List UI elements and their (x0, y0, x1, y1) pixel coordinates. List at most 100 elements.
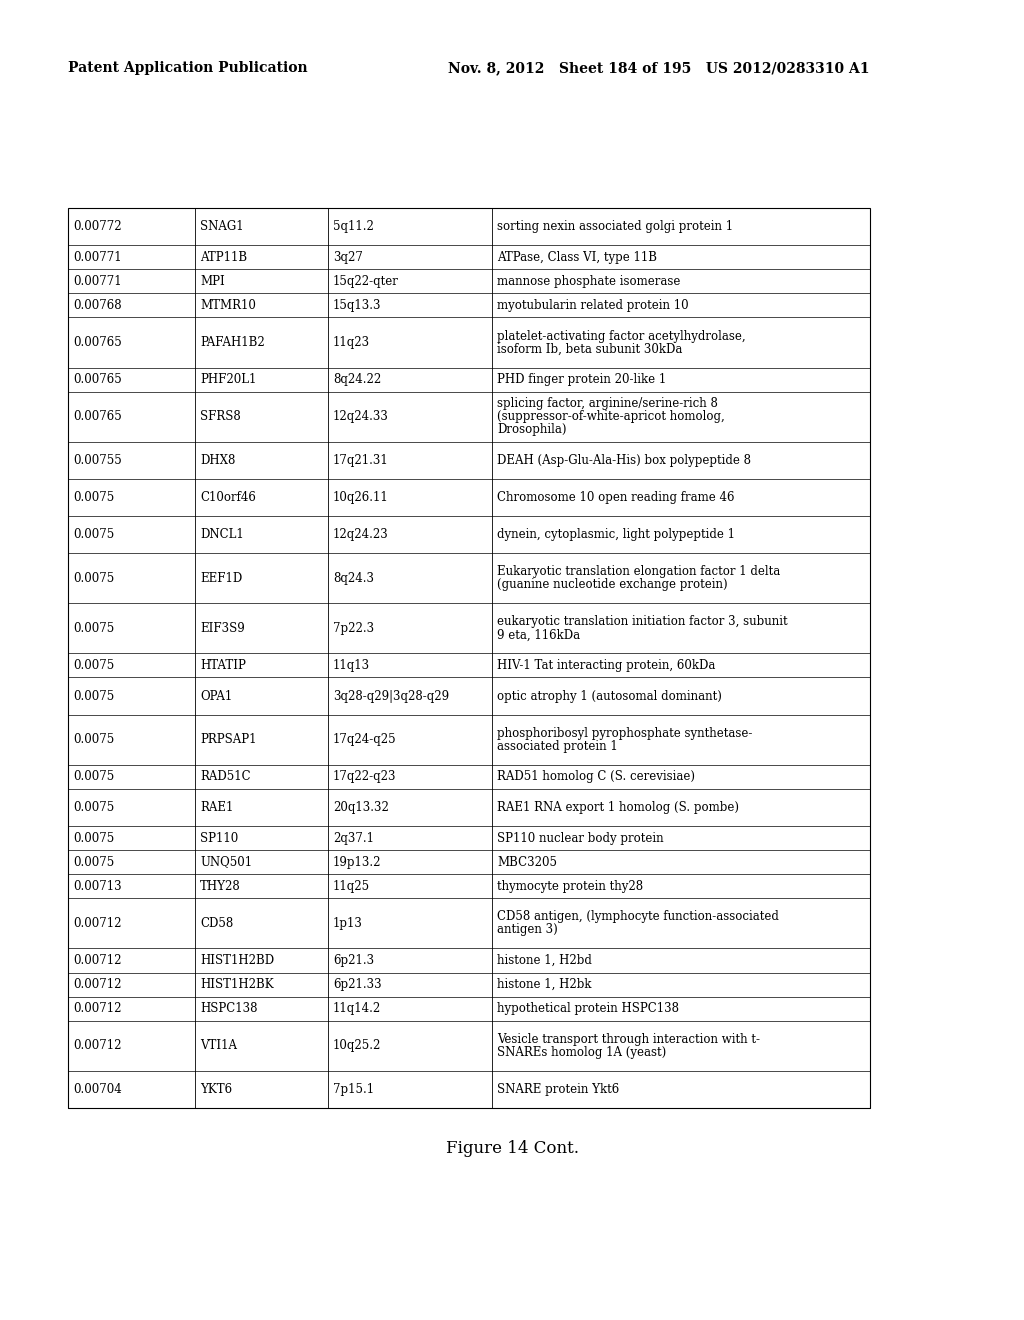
Text: histone 1, H2bd: histone 1, H2bd (497, 954, 592, 968)
Text: MBC3205: MBC3205 (497, 855, 557, 869)
Text: Chromosome 10 open reading frame 46: Chromosome 10 open reading frame 46 (497, 491, 734, 504)
Text: SP110: SP110 (200, 832, 239, 845)
Text: 0.0075: 0.0075 (73, 572, 115, 585)
Text: 0.0075: 0.0075 (73, 733, 115, 746)
Text: 11q23: 11q23 (333, 337, 370, 348)
Text: 11q13: 11q13 (333, 659, 370, 672)
Text: associated protein 1: associated protein 1 (497, 739, 617, 752)
Text: RAD51 homolog C (S. cerevisiae): RAD51 homolog C (S. cerevisiae) (497, 771, 695, 783)
Text: SNAREs homolog 1A (yeast): SNAREs homolog 1A (yeast) (497, 1045, 667, 1059)
Text: 11q14.2: 11q14.2 (333, 1002, 381, 1015)
Text: 0.0075: 0.0075 (73, 622, 115, 635)
Text: optic atrophy 1 (autosomal dominant): optic atrophy 1 (autosomal dominant) (497, 689, 722, 702)
Text: 0.00712: 0.00712 (73, 917, 122, 929)
Text: HIST1H2BK: HIST1H2BK (200, 978, 273, 991)
Text: 0.00713: 0.00713 (73, 879, 122, 892)
Text: OPA1: OPA1 (200, 689, 232, 702)
Text: RAE1 RNA export 1 homolog (S. pombe): RAE1 RNA export 1 homolog (S. pombe) (497, 801, 739, 814)
Text: Eukaryotic translation elongation factor 1 delta: Eukaryotic translation elongation factor… (497, 565, 780, 578)
Text: 0.00712: 0.00712 (73, 1039, 122, 1052)
Text: 7p22.3: 7p22.3 (333, 622, 374, 635)
Text: 9 eta, 116kDa: 9 eta, 116kDa (497, 628, 581, 642)
Text: Drosophila): Drosophila) (497, 424, 566, 436)
Text: 15q22-qter: 15q22-qter (333, 275, 399, 288)
Text: 0.00768: 0.00768 (73, 298, 122, 312)
Text: Nov. 8, 2012   Sheet 184 of 195   US 2012/0283310 A1: Nov. 8, 2012 Sheet 184 of 195 US 2012/02… (449, 61, 870, 75)
Text: 0.00765: 0.00765 (73, 411, 122, 424)
Text: UNQ501: UNQ501 (200, 855, 252, 869)
Text: SP110 nuclear body protein: SP110 nuclear body protein (497, 832, 664, 845)
Text: histone 1, H2bk: histone 1, H2bk (497, 978, 592, 991)
Text: 0.00704: 0.00704 (73, 1082, 122, 1096)
Text: 0.0075: 0.0075 (73, 832, 115, 845)
Text: MTMR10: MTMR10 (200, 298, 256, 312)
Text: 0.0075: 0.0075 (73, 528, 115, 541)
Text: 0.0075: 0.0075 (73, 771, 115, 783)
Text: (guanine nucleotide exchange protein): (guanine nucleotide exchange protein) (497, 578, 728, 591)
Text: DEAH (Asp-Glu-Ala-His) box polypeptide 8: DEAH (Asp-Glu-Ala-His) box polypeptide 8 (497, 454, 751, 467)
Text: (suppressor-of-white-apricot homolog,: (suppressor-of-white-apricot homolog, (497, 411, 725, 424)
Text: DNCL1: DNCL1 (200, 528, 244, 541)
Text: HSPC138: HSPC138 (200, 1002, 257, 1015)
Text: VTI1A: VTI1A (200, 1039, 237, 1052)
Text: splicing factor, arginine/serine-rich 8: splicing factor, arginine/serine-rich 8 (497, 397, 718, 411)
Text: sorting nexin associated golgi protein 1: sorting nexin associated golgi protein 1 (497, 220, 733, 234)
Text: antigen 3): antigen 3) (497, 924, 558, 936)
Text: Vesicle transport through interaction with t-: Vesicle transport through interaction wi… (497, 1032, 760, 1045)
Text: 10q26.11: 10q26.11 (333, 491, 389, 504)
Text: DHX8: DHX8 (200, 454, 236, 467)
Bar (68, 209, 870, 1107)
Text: PHD finger protein 20-like 1: PHD finger protein 20-like 1 (497, 374, 667, 387)
Text: ATPase, Class VI, type 11B: ATPase, Class VI, type 11B (497, 251, 657, 264)
Text: 0.00771: 0.00771 (73, 275, 122, 288)
Text: ATP11B: ATP11B (200, 251, 247, 264)
Text: MPI: MPI (200, 275, 224, 288)
Text: mannose phosphate isomerase: mannose phosphate isomerase (497, 275, 680, 288)
Text: SNARE protein Ykt6: SNARE protein Ykt6 (497, 1082, 620, 1096)
Text: 10q25.2: 10q25.2 (333, 1039, 381, 1052)
Text: PAFAH1B2: PAFAH1B2 (200, 337, 265, 348)
Text: 0.00712: 0.00712 (73, 978, 122, 991)
Text: 8q24.22: 8q24.22 (333, 374, 381, 387)
Text: 17q24-q25: 17q24-q25 (333, 733, 396, 746)
Text: THY28: THY28 (200, 879, 241, 892)
Text: RAD51C: RAD51C (200, 771, 251, 783)
Text: 1p13: 1p13 (333, 917, 362, 929)
Text: 0.00772: 0.00772 (73, 220, 122, 234)
Text: EIF3S9: EIF3S9 (200, 622, 245, 635)
Text: myotubularin related protein 10: myotubularin related protein 10 (497, 298, 688, 312)
Text: 6p21.3: 6p21.3 (333, 954, 374, 968)
Text: CD58 antigen, (lymphocyte function-associated: CD58 antigen, (lymphocyte function-assoc… (497, 911, 779, 924)
Text: 19p13.2: 19p13.2 (333, 855, 382, 869)
Text: 15q13.3: 15q13.3 (333, 298, 382, 312)
Text: 0.0075: 0.0075 (73, 659, 115, 672)
Text: PRPSAP1: PRPSAP1 (200, 733, 256, 746)
Text: 17q22-q23: 17q22-q23 (333, 771, 396, 783)
Text: Figure 14 Cont.: Figure 14 Cont. (445, 1140, 579, 1158)
Text: 12q24.23: 12q24.23 (333, 528, 389, 541)
Text: EEF1D: EEF1D (200, 572, 243, 585)
Text: 6p21.33: 6p21.33 (333, 978, 382, 991)
Text: SFRS8: SFRS8 (200, 411, 241, 424)
Text: eukaryotic translation initiation factor 3, subunit: eukaryotic translation initiation factor… (497, 615, 787, 628)
Text: HIST1H2BD: HIST1H2BD (200, 954, 274, 968)
Text: 0.0075: 0.0075 (73, 855, 115, 869)
Text: 0.00765: 0.00765 (73, 374, 122, 387)
Text: 11q25: 11q25 (333, 879, 370, 892)
Text: 0.00712: 0.00712 (73, 1002, 122, 1015)
Text: platelet-activating factor acetylhydrolase,: platelet-activating factor acetylhydrola… (497, 330, 745, 343)
Text: HTATIP: HTATIP (200, 659, 246, 672)
Text: 0.00765: 0.00765 (73, 337, 122, 348)
Text: CD58: CD58 (200, 917, 233, 929)
Text: hypothetical protein HSPC138: hypothetical protein HSPC138 (497, 1002, 679, 1015)
Text: 3q27: 3q27 (333, 251, 362, 264)
Text: 0.00712: 0.00712 (73, 954, 122, 968)
Text: RAE1: RAE1 (200, 801, 233, 814)
Text: 0.00755: 0.00755 (73, 454, 122, 467)
Text: 0.0075: 0.0075 (73, 689, 115, 702)
Text: 0.0075: 0.0075 (73, 491, 115, 504)
Text: 0.00771: 0.00771 (73, 251, 122, 264)
Text: 3q28-q29|3q28-q29: 3q28-q29|3q28-q29 (333, 689, 450, 702)
Text: 8q24.3: 8q24.3 (333, 572, 374, 585)
Text: dynein, cytoplasmic, light polypeptide 1: dynein, cytoplasmic, light polypeptide 1 (497, 528, 735, 541)
